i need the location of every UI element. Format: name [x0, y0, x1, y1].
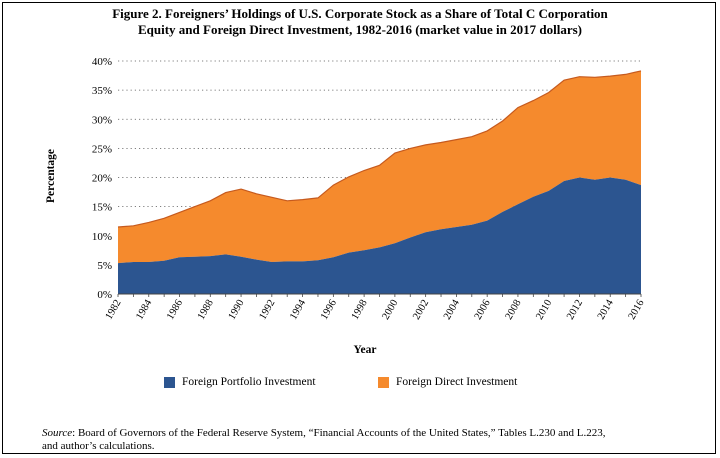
x-tick-label: 1990	[227, 298, 247, 322]
y-axis: 0% 5% 10% 15% 20% 25% 30% 35% 40%	[92, 56, 112, 301]
x-tick-label: 1998	[350, 298, 370, 322]
x-tick-label: 2008	[504, 298, 524, 322]
y-tick-label: 10%	[92, 231, 112, 243]
source-note: Source: Board of Governors of the Federa…	[42, 427, 692, 453]
x-tick-label: 2016	[627, 298, 647, 322]
source-text: : Board of Governors of the Federal Rese…	[72, 427, 606, 439]
chart-frame	[2, 2, 716, 454]
series-area-fdi	[118, 70, 641, 264]
legend-item-fpi: Foreign Portfolio Investment	[164, 376, 316, 388]
x-tick-label: 1982	[104, 298, 124, 322]
y-tick-label: 20%	[92, 173, 112, 185]
x-tick-label: 2014	[596, 297, 616, 321]
x-tick-label: 2012	[565, 298, 585, 322]
x-tick-label: 1992	[257, 298, 277, 322]
legend-swatch-fdi	[378, 376, 389, 388]
x-tick-label: 1996	[319, 298, 339, 322]
x-tick-label: 1994	[288, 297, 308, 321]
x-tick-label: 1988	[196, 298, 216, 322]
chart-title: Figure 2. Foreigners’ Holdings of U.S. C…	[0, 6, 720, 38]
legend: Foreign Portfolio Investment Foreign Dir…	[0, 376, 720, 394]
title-line-2: Equity and Foreign Direct Investment, 19…	[137, 22, 583, 37]
x-tick-label: 1986	[165, 298, 185, 322]
legend-item-fdi: Foreign Direct Investment	[378, 376, 517, 388]
x-axis-label: Year	[354, 344, 377, 356]
title-line-1: Figure 2. Foreigners’ Holdings of U.S. C…	[112, 6, 608, 21]
source-text-2: and author’s calculations.	[42, 440, 155, 452]
y-tick-label: 40%	[92, 56, 112, 68]
x-tick-label: 2002	[411, 298, 431, 322]
y-tick-label: 35%	[92, 85, 112, 97]
y-tick-label: 15%	[92, 202, 112, 214]
x-tick-label: 2010	[534, 298, 554, 322]
series-outline-fdi	[117, 70, 642, 228]
x-tick-label: 2006	[473, 298, 493, 322]
x-axis: 1982 1984 1986 1988 1990 1992 1994 1996 1998 2000…	[104, 293, 647, 322]
y-tick-label: 30%	[92, 114, 112, 126]
y-tick-label: 5%	[97, 260, 112, 272]
x-tick-label: 2004	[442, 297, 462, 321]
y-tick-label: 0%	[97, 289, 112, 301]
series-area-fpi	[118, 177, 641, 294]
legend-label-fpi: Foreign Portfolio Investment	[182, 376, 316, 388]
x-tick-label: 2000	[380, 298, 400, 322]
legend-swatch-fpi	[164, 376, 175, 388]
area-series	[117, 70, 642, 294]
source-label: Source	[42, 427, 73, 439]
legend-label-fdi: Foreign Direct Investment	[396, 376, 518, 388]
y-tick-label: 25%	[92, 143, 112, 155]
x-tick-label: 1984	[134, 297, 154, 321]
y-axis-label: Percentage	[45, 149, 57, 203]
